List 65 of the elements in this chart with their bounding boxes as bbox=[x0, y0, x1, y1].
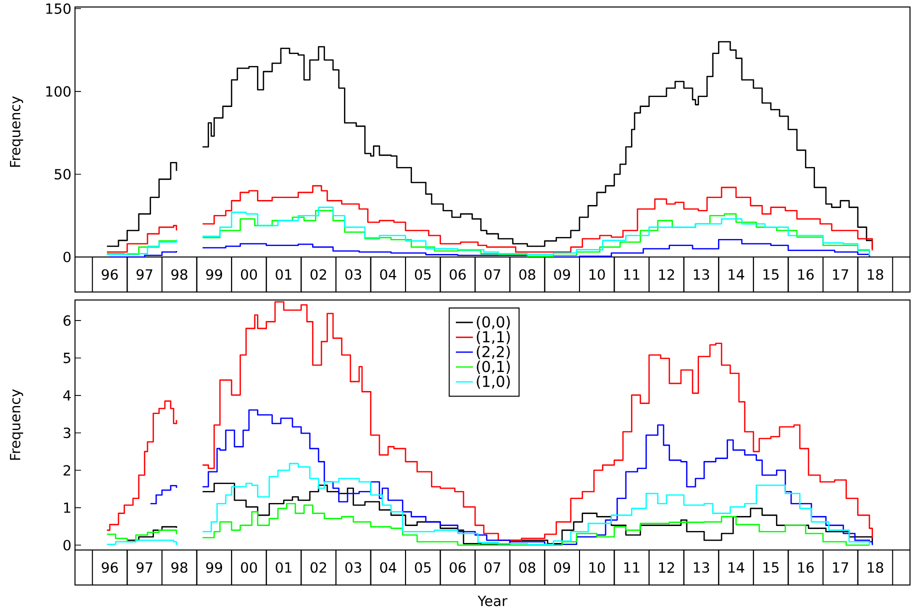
x-tick-label: 12 bbox=[659, 269, 674, 280]
x-tick-label: 01 bbox=[276, 562, 292, 573]
x-tick-label: 99 bbox=[206, 269, 222, 280]
x-tick-label: 13 bbox=[694, 562, 710, 573]
x-tick-label: 16 bbox=[798, 269, 814, 280]
y-axis-title: Frequency bbox=[10, 389, 24, 460]
x-tick-label: 04 bbox=[380, 562, 396, 573]
x-tick-label: 99 bbox=[206, 562, 222, 573]
legend-label: (1,0) bbox=[476, 375, 510, 389]
legend-label: (0,0) bbox=[476, 316, 510, 330]
x-tick-label: 04 bbox=[380, 269, 396, 280]
y-tick-label: 150 bbox=[46, 3, 71, 14]
x-tick-label: 00 bbox=[240, 562, 257, 573]
x-tick-label: 14 bbox=[728, 269, 744, 280]
x-tick-label: 11 bbox=[624, 269, 640, 280]
x-tick-label: 02 bbox=[310, 562, 326, 573]
y-tick-label: 50 bbox=[54, 168, 71, 180]
y-tick-label: 5 bbox=[64, 352, 70, 364]
legend-label: (0,1) bbox=[476, 360, 510, 374]
x-tick-label: 98 bbox=[171, 562, 188, 573]
legend-label: (1,1) bbox=[476, 330, 510, 344]
x-tick-label: 96 bbox=[102, 562, 118, 573]
x-tick-label: 09 bbox=[554, 562, 570, 573]
legend-label: (2,2) bbox=[476, 346, 510, 360]
x-tick-label: 01 bbox=[276, 269, 292, 280]
x-tick-label: 05 bbox=[414, 562, 431, 573]
x-tick-label: 06 bbox=[450, 269, 466, 280]
x-tick-label: 06 bbox=[450, 562, 466, 573]
x-tick-label: 10 bbox=[590, 562, 605, 573]
y-axis-title: Frequency bbox=[10, 96, 24, 167]
x-tick-label: 17 bbox=[833, 562, 848, 573]
y-tick-label: 0 bbox=[63, 540, 71, 550]
x-tick-label: 17 bbox=[833, 269, 848, 280]
x-tick-label: 05 bbox=[414, 269, 431, 280]
x-tick-label: 00 bbox=[240, 269, 257, 280]
x-tick-label: 08 bbox=[519, 562, 536, 573]
y-tick-label: 2 bbox=[64, 465, 70, 476]
x-tick-label: 07 bbox=[484, 562, 500, 573]
x-tick-label: 15 bbox=[763, 562, 779, 573]
x-tick-label: 97 bbox=[136, 562, 152, 573]
x-tick-label: 03 bbox=[345, 269, 362, 280]
x-tick-label: 97 bbox=[136, 269, 152, 280]
x-axis-title: Year bbox=[478, 596, 508, 606]
x-tick-label: 96 bbox=[102, 269, 118, 280]
y-tick-label: 100 bbox=[46, 86, 71, 97]
x-tick-label: 03 bbox=[345, 562, 362, 573]
x-tick-label: 02 bbox=[310, 269, 326, 280]
x-tick-label: 98 bbox=[171, 269, 188, 280]
y-tick-label: 1 bbox=[64, 502, 70, 513]
x-tick-label: 18 bbox=[868, 269, 884, 280]
x-tick-label: 18 bbox=[868, 562, 884, 573]
x-tick-label: 16 bbox=[798, 562, 814, 573]
x-tick-label: 08 bbox=[519, 269, 536, 280]
x-tick-label: 07 bbox=[484, 269, 500, 280]
x-tick-label: 13 bbox=[694, 269, 710, 280]
x-tick-label: 14 bbox=[728, 562, 744, 573]
y-tick-label: 4 bbox=[63, 390, 71, 401]
y-tick-label: 6 bbox=[64, 315, 71, 326]
x-tick-label: 15 bbox=[763, 269, 779, 280]
x-tick-label: 09 bbox=[554, 269, 570, 280]
y-tick-label: 0 bbox=[63, 252, 71, 262]
x-tick-label: 12 bbox=[659, 562, 674, 573]
x-tick-label: 11 bbox=[624, 562, 640, 573]
x-tick-label: 10 bbox=[590, 269, 605, 280]
y-tick-label: 3 bbox=[64, 428, 70, 438]
